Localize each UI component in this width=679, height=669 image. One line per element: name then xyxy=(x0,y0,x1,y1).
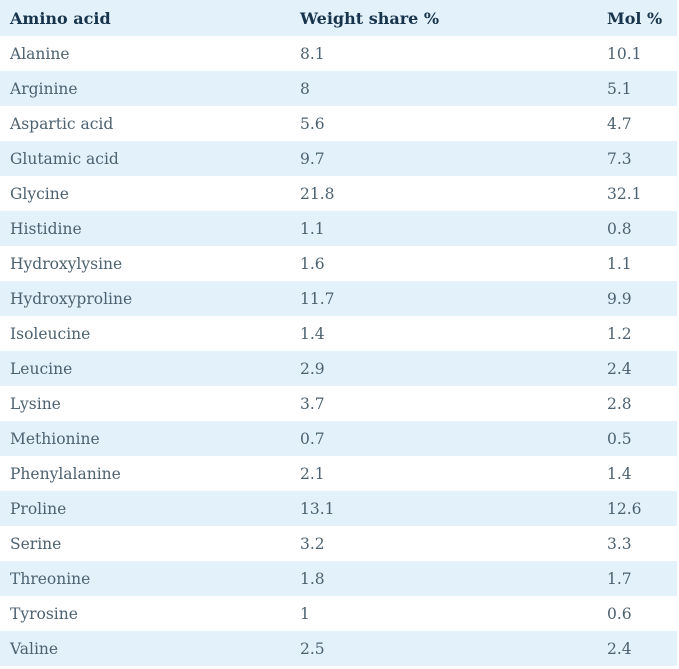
amino-acid-name-cell: Aspartic acid xyxy=(10,114,114,133)
table-row: Hydroxylysine 1.6 1.1 xyxy=(0,246,677,281)
weight-share-cell: 13.1 xyxy=(300,499,335,518)
weight-share-cell: 1.1 xyxy=(300,219,325,238)
table-row: Arginine 8 5.1 xyxy=(0,71,677,106)
table-row: Glycine 21.8 32.1 xyxy=(0,176,677,211)
mol-cell: 9.9 xyxy=(607,289,632,308)
table-row: Serine 3.2 3.3 xyxy=(0,526,677,561)
table-row: Histidine 1.1 0.8 xyxy=(0,211,677,246)
table-row: Leucine 2.9 2.4 xyxy=(0,351,677,386)
weight-share-cell: 5.6 xyxy=(300,114,325,133)
weight-share-cell: 9.7 xyxy=(300,149,325,168)
weight-share-cell: 21.8 xyxy=(300,184,335,203)
weight-share-cell: 2.9 xyxy=(300,359,325,378)
amino-acid-name-cell: Phenylalanine xyxy=(10,464,121,483)
weight-share-cell: 1.4 xyxy=(300,324,325,343)
amino-acid-name-cell: Methionine xyxy=(10,429,100,448)
table-row: Phenylalanine 2.1 1.4 xyxy=(0,456,677,491)
mol-cell: 7.3 xyxy=(607,149,632,168)
mol-cell: 4.7 xyxy=(607,114,632,133)
weight-share-cell: 8 xyxy=(300,79,310,98)
amino-acid-name-cell: Alanine xyxy=(10,44,70,63)
weight-share-cell: 3.2 xyxy=(300,534,325,553)
mol-cell: 1.1 xyxy=(607,254,632,273)
amino-acid-name-cell: Lysine xyxy=(10,394,61,413)
weight-share-cell: 3.7 xyxy=(300,394,325,413)
mol-cell: 0.5 xyxy=(607,429,632,448)
table-row: Proline 13.1 12.6 xyxy=(0,491,677,526)
mol-cell: 5.1 xyxy=(607,79,632,98)
table-row: Isoleucine 1.4 1.2 xyxy=(0,316,677,351)
mol-cell: 10.1 xyxy=(607,44,642,63)
amino-acid-name-cell: Tyrosine xyxy=(10,604,78,623)
mol-cell: 2.4 xyxy=(607,359,632,378)
amino-acid-name-cell: Histidine xyxy=(10,219,82,238)
table-row: Tyrosine 1 0.6 xyxy=(0,596,677,631)
amino-acid-name-cell: Hydroxylysine xyxy=(10,254,123,273)
mol-cell: 2.8 xyxy=(607,394,632,413)
mol-cell: 1.4 xyxy=(607,464,632,483)
amino-acid-name-cell: Glutamic acid xyxy=(10,149,119,168)
weight-share-cell: 11.7 xyxy=(300,289,335,308)
weight-share-cell: 1.6 xyxy=(300,254,325,273)
table-row: Alanine 8.1 10.1 xyxy=(0,36,677,71)
amino-acid-name-cell: Valine xyxy=(10,639,59,658)
mol-cell: 12.6 xyxy=(607,499,642,518)
header-row: Amino acid Weight share % Mol % xyxy=(0,0,677,36)
table-row: Aspartic acid 5.6 4.7 xyxy=(0,106,677,141)
amino-acid-name-cell: Proline xyxy=(10,499,67,518)
amino-acid-name-cell: Arginine xyxy=(10,79,78,98)
weight-share-cell: 0.7 xyxy=(300,429,325,448)
mol-cell: 3.3 xyxy=(607,534,632,553)
table-row: Hydroxyproline 11.7 9.9 xyxy=(0,281,677,316)
amino-acid-name-cell: Serine xyxy=(10,534,62,553)
mol-cell: 0.8 xyxy=(607,219,632,238)
weight-share-cell: 2.5 xyxy=(300,639,325,658)
table-row: Lysine 3.7 2.8 xyxy=(0,386,677,421)
mol-cell: 1.2 xyxy=(607,324,632,343)
column-header-mol: Mol % xyxy=(597,0,677,36)
amino-acid-name-cell: Threonine xyxy=(10,569,91,588)
column-header-amino-acid: Amino acid xyxy=(0,0,290,36)
weight-share-cell: 1.8 xyxy=(300,569,325,588)
table-row: Valine 2.5 2.4 xyxy=(0,631,677,666)
table-row: Methionine 0.7 0.5 xyxy=(0,421,677,456)
mol-cell: 1.7 xyxy=(607,569,632,588)
table-row: Threonine 1.8 1.7 xyxy=(0,561,677,596)
weight-share-cell: 2.1 xyxy=(300,464,325,483)
amino-acid-name-cell: Glycine xyxy=(10,184,69,203)
amino-acid-name-cell: Leucine xyxy=(10,359,73,378)
mol-cell: 32.1 xyxy=(607,184,642,203)
mol-cell: 0.6 xyxy=(607,604,632,623)
table-row: Glutamic acid 9.7 7.3 xyxy=(0,141,677,176)
mol-cell: 2.4 xyxy=(607,639,632,658)
amino-acid-name-cell: Hydroxyproline xyxy=(10,289,133,308)
amino-acid-name-cell: Isoleucine xyxy=(10,324,91,343)
column-header-weight-share: Weight share % xyxy=(290,0,597,36)
weight-share-cell: 1 xyxy=(300,604,310,623)
weight-share-cell: 8.1 xyxy=(300,44,325,63)
